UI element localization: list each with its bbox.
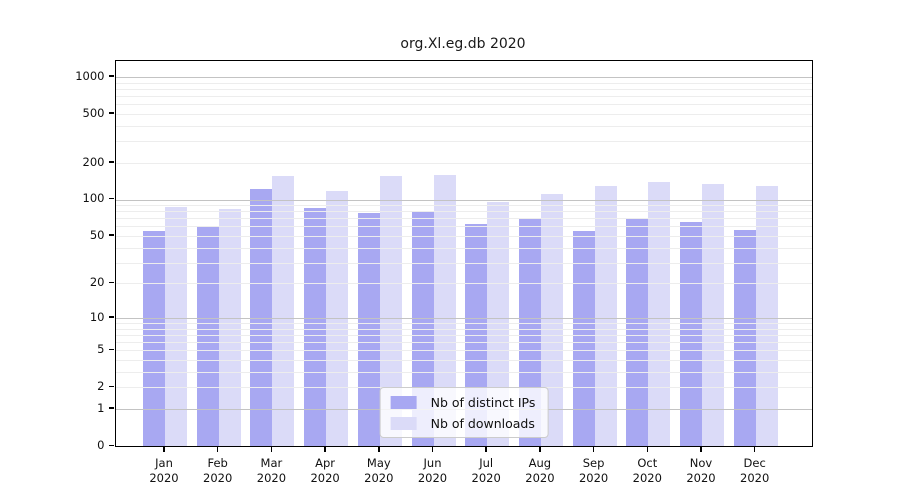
bar-nb-of-downloads-may-2020 [379, 176, 402, 446]
y-tick-label-0: 0 [97, 438, 105, 452]
y-tick-label-10: 10 [89, 309, 105, 324]
minor-gridline-300 [116, 141, 812, 143]
major-gridline-1000 [116, 76, 812, 78]
y-tick-label-1: 1 [97, 400, 105, 415]
y-tick-mark-2 [108, 385, 114, 388]
minor-gridline-50 [116, 236, 812, 237]
bar-nb-of-distinct-ips-feb-2020 [196, 227, 219, 446]
minor-gridline-8 [116, 328, 812, 330]
minor-gridline-90 [116, 205, 812, 206]
bar-nb-of-distinct-ips-sep-2020 [572, 231, 595, 446]
bar-nb-of-downloads-oct-2020 [648, 182, 671, 446]
bar-nb-of-distinct-ips-jan-2020 [143, 231, 165, 446]
major-gridline-100 [116, 199, 812, 201]
bar-nb-of-downloads-sep-2020 [594, 185, 617, 446]
x-tick-label-oct-2020: Oct 2020 [632, 456, 662, 485]
y-tick-mark-10 [108, 316, 114, 318]
legend: Nb of distinct IPs Nb of downloads [379, 387, 549, 438]
bar-nb-of-distinct-ips-oct-2020 [626, 218, 649, 446]
x-tick-mark-8 [539, 446, 541, 452]
x-tick-label-jul-2020: Jul 2020 [471, 456, 501, 485]
chart-title: org.Xl.eg.db 2020 [400, 36, 526, 52]
x-tick-label-sep-2020: Sep 2020 [578, 456, 609, 485]
x-tick-mark-7 [485, 446, 487, 452]
y-tick-mark-200 [108, 161, 114, 163]
minor-gridline-40 [116, 247, 812, 249]
x-tick-mark-6 [431, 446, 434, 452]
x-tick-mark-9 [592, 446, 595, 452]
y-tick-label-100: 100 [82, 191, 105, 206]
y-tick-mark-1000 [108, 75, 114, 77]
minor-gridline-500 [116, 113, 812, 115]
bar-nb-of-downloads-jun-2020 [433, 175, 456, 446]
y-tick-label-2: 2 [97, 379, 105, 394]
x-tick-mark-5 [378, 446, 380, 452]
bar-nb-of-downloads-feb-2020 [218, 209, 241, 446]
distinct-ips-swatch-icon [390, 395, 417, 409]
y-tick-mark-50 [108, 234, 114, 236]
minor-gridline-70 [116, 218, 812, 220]
minor-gridline-4 [116, 360, 812, 361]
minor-gridline-800 [116, 88, 812, 90]
y-tick-label-500: 500 [82, 105, 105, 120]
x-tick-label-jan-2020: Jan 2020 [149, 456, 179, 485]
x-tick-label-apr-2020: Apr 2020 [310, 456, 340, 485]
minor-gridline-6 [116, 342, 812, 344]
x-tick-mark-10 [646, 446, 649, 452]
minor-gridline-7 [116, 334, 812, 336]
x-tick-label-dec-2020: Dec 2020 [740, 456, 770, 485]
x-tick-label-jun-2020: Jun 2020 [417, 456, 448, 485]
bar-nb-of-downloads-nov-2020 [702, 184, 724, 446]
minor-gridline-400 [116, 125, 812, 127]
plot-area: Nb of distinct IPs Nb of downloads [115, 60, 813, 447]
minor-gridline-600 [116, 104, 812, 106]
minor-gridline-900 [116, 82, 812, 84]
x-tick-label-mar-2020: Mar 2020 [256, 456, 287, 485]
x-tick-label-aug-2020: Aug 2020 [525, 456, 555, 485]
minor-gridline-20 [116, 283, 812, 285]
minor-gridline-3 [116, 371, 812, 373]
x-tick-mark-4 [324, 446, 326, 452]
minor-gridline-5 [116, 350, 812, 352]
bar-nb-of-distinct-ips-apr-2020 [304, 208, 327, 446]
bar-nb-of-distinct-ips-mar-2020 [250, 188, 273, 446]
y-tick-label-200: 200 [82, 154, 105, 169]
bar-nb-of-distinct-ips-nov-2020 [680, 222, 702, 446]
legend-item-distinct-ips: Nb of distinct IPs [390, 393, 536, 411]
legend-label-downloads: Nb of downloads [430, 415, 535, 431]
y-tick-label-50: 50 [89, 227, 105, 242]
y-tick-mark-1 [108, 407, 114, 409]
minor-gridline-700 [116, 96, 812, 97]
x-tick-label-may-2020: May 2020 [364, 456, 394, 485]
x-tick-mark-12 [753, 446, 756, 452]
x-tick-mark-2 [216, 446, 219, 452]
major-gridline-10 [116, 317, 812, 319]
y-tick-mark-20 [108, 281, 114, 284]
bar-nb-of-downloads-jan-2020 [165, 207, 187, 446]
minor-gridline-200 [116, 162, 812, 164]
y-tick-label-1000: 1000 [75, 68, 105, 83]
minor-gridline-9 [116, 323, 812, 324]
minor-gridline-60 [116, 226, 812, 228]
bar-nb-of-downloads-dec-2020 [755, 186, 778, 446]
y-tick-mark-0 [108, 444, 114, 446]
x-tick-mark-11 [700, 446, 702, 452]
x-tick-mark-1 [163, 446, 165, 452]
downloads-swatch-icon [390, 416, 417, 430]
bar-nb-of-downloads-aug-2020 [540, 194, 563, 446]
minor-gridline-30 [116, 262, 812, 264]
y-tick-mark-500 [108, 112, 114, 114]
y-tick-mark-5 [108, 348, 114, 351]
y-tick-label-5: 5 [97, 342, 105, 357]
minor-gridline-80 [116, 211, 812, 213]
x-tick-label-feb-2020: Feb 2020 [203, 456, 233, 485]
x-tick-mark-3 [270, 446, 273, 452]
y-tick-label-20: 20 [89, 275, 105, 290]
legend-label-distinct-ips: Nb of distinct IPs [430, 394, 536, 410]
y-tick-mark-100 [108, 197, 114, 200]
x-tick-label-nov-2020: Nov 2020 [686, 456, 716, 485]
legend-item-downloads: Nb of downloads [390, 414, 536, 432]
bar-nb-of-downloads-mar-2020 [272, 176, 295, 446]
